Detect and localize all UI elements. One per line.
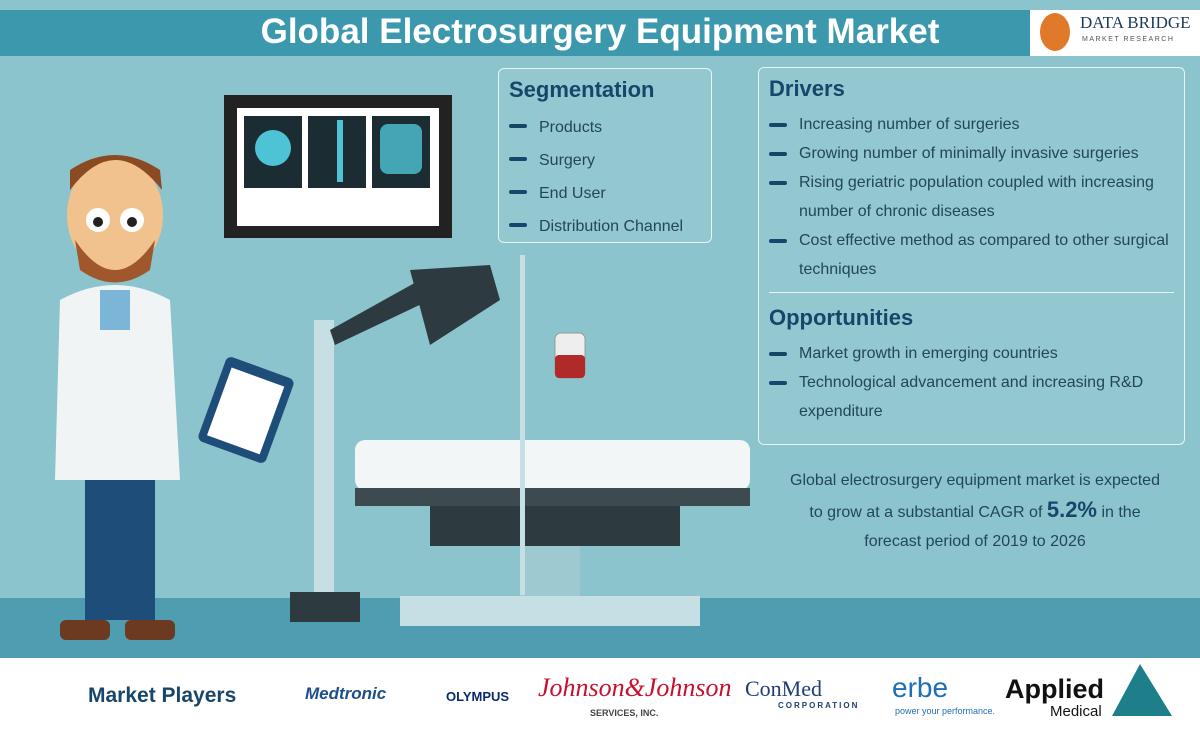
item: Cost effective method as compared to oth… (769, 226, 1174, 284)
item: Growing number of minimally invasive sur… (769, 139, 1174, 168)
list: Increasing number of surgeries Growing n… (769, 110, 1174, 284)
drivers-box: Drivers Increasing number of surgeries G… (758, 67, 1185, 445)
item: Products (509, 111, 701, 144)
player: OLYMPUS (446, 689, 510, 704)
list: Products Surgery End User Distribution C… (509, 111, 701, 243)
player-sub: CORPORATION (778, 701, 860, 710)
player: ConMed (745, 676, 822, 701)
applied-logo-mark (1112, 664, 1172, 716)
player: Applied (1005, 674, 1104, 704)
cagr: 5.2% (1046, 497, 1097, 522)
players-label: Market Players (88, 684, 237, 707)
footer-bg (0, 658, 1200, 730)
logo-mark (1040, 13, 1070, 51)
logo-name: DATA BRIDGE (1080, 13, 1191, 32)
item: Distribution Channel (509, 210, 701, 243)
logo-tagline: MARKET RESEARCH (1082, 36, 1175, 43)
summary-text: Global electrosurgery equipment market i… (790, 472, 1160, 521)
item: Increasing number of surgeries (769, 110, 1174, 139)
player-sub: power your performance. (895, 706, 996, 716)
heading: Opportunities (769, 305, 914, 330)
list: Market growth in emerging countries Tech… (769, 339, 1174, 426)
player: Medtronic (305, 684, 387, 703)
item: Market growth in emerging countries (769, 339, 1174, 368)
summary-text: in the forecast period of 2019 to 2026 (864, 504, 1141, 550)
item: Rising geriatric population coupled with… (769, 168, 1174, 226)
summary: Global electrosurgery equipment market i… (790, 466, 1160, 556)
player-sub: Medical (1050, 703, 1102, 720)
player: erbe (892, 672, 949, 703)
item: End User (509, 177, 701, 210)
title: Global Electrosurgery Equipment Market (260, 12, 940, 51)
item: Surgery (509, 144, 701, 177)
heading: Segmentation (509, 77, 655, 102)
divider (769, 292, 1174, 293)
segmentation-box: Segmentation Products Surgery End User D… (498, 68, 712, 243)
player-sub: SERVICES, INC. (590, 708, 659, 718)
item: Technological advancement and increasing… (769, 368, 1174, 426)
player: Johnson&Johnson (538, 673, 732, 702)
title-bar (0, 10, 1030, 56)
heading: Drivers (769, 76, 845, 101)
